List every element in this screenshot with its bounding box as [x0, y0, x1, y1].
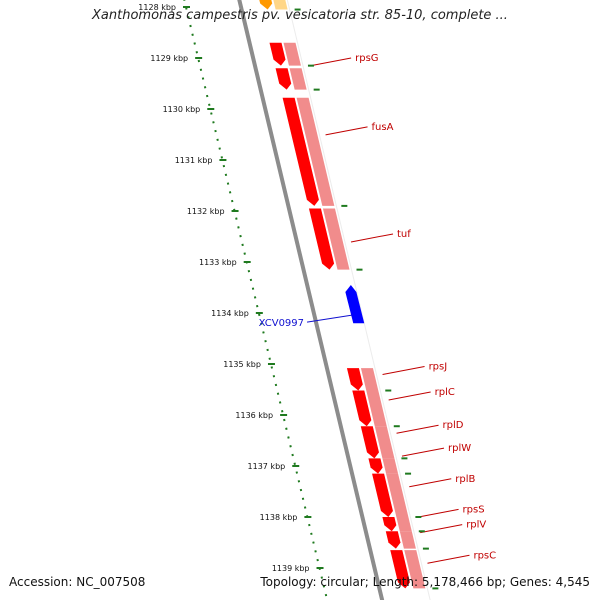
gene-label-tuf[interactable]: tuf	[397, 229, 411, 240]
gene-arrow-rplb[interactable]	[372, 473, 393, 517]
ruler-tick-label: 1136 kbp	[235, 411, 273, 420]
gene-shadow-rpld	[374, 426, 395, 459]
gene-label-rplb[interactable]: rplB	[455, 474, 475, 485]
gene-label-xcv0997[interactable]: XCV0997	[259, 318, 304, 329]
leader-line-rpsj	[382, 366, 425, 376]
gene-label-rpsc[interactable]: rpsC	[473, 550, 496, 561]
gene-arrow-rplw[interactable]	[368, 458, 383, 474]
ruler-dotted-line	[183, 0, 329, 600]
gene-shadow-tuf	[322, 208, 350, 270]
gene-label-rplw[interactable]: rplW	[448, 443, 471, 454]
leader-line-rplb	[409, 478, 452, 488]
gene-label-rpld[interactable]: rplD	[443, 420, 464, 431]
gene-label-rpss[interactable]: rpsS	[463, 504, 485, 515]
gene-shadow-rplw	[382, 458, 399, 474]
gene-arrow-rpld[interactable]	[360, 426, 379, 459]
ruler-tick-label: 1130 kbp	[163, 105, 201, 114]
gene-arrow-rplc[interactable]	[352, 390, 372, 427]
leader-line-tuf	[350, 233, 394, 243]
gene-shadow-rplc	[366, 390, 387, 427]
ruler-tick-label: 1133 kbp	[199, 258, 237, 267]
gene-arrow-tuf[interactable]	[308, 208, 335, 270]
ruler-tick-label: 1128 kbp	[138, 3, 176, 12]
gene-shadow-rpsg	[283, 42, 301, 66]
gene-arrow-xcv0997[interactable]	[345, 285, 365, 324]
gene-shadow-rpsc	[404, 550, 426, 589]
gene-label-rpsj[interactable]: rpsJ	[429, 362, 448, 373]
gene-arrow-rpsg[interactable]	[275, 68, 292, 90]
leader-line-fusa	[325, 126, 368, 136]
leader-line-rpss	[416, 508, 459, 518]
gene-label-fusa[interactable]: fusA	[372, 122, 394, 133]
genome-backbone	[237, 0, 385, 600]
lane-guide-outer	[286, 0, 431, 600]
leader-line-rplv	[420, 524, 463, 534]
gene-shadow-rplb	[386, 473, 409, 517]
leader-line-rpsc	[427, 554, 470, 564]
gene-arrow-fusa[interactable]	[282, 97, 319, 206]
gene-arrow-rplv[interactable]	[385, 531, 401, 549]
leader-line-rpld	[396, 424, 439, 434]
leader-line-rplc	[388, 391, 431, 401]
ruler-tick-label: 1138 kbp	[260, 513, 298, 522]
accession-text: Accession: NC_007508	[9, 575, 146, 589]
ruler-tick-label: 1132 kbp	[187, 207, 225, 216]
gene-arrow-rpsg[interactable]	[269, 42, 286, 66]
gene-shadow-rplv	[399, 531, 416, 549]
leader-line-rplw	[401, 447, 445, 457]
gene-arrow-rpss[interactable]	[382, 517, 397, 532]
leader-line-rpsg	[309, 57, 352, 67]
gene-arrow-rpsj[interactable]	[346, 368, 363, 391]
gene-arrow-unnamed[interactable]	[259, 0, 273, 10]
ruler-tick-label: 1129 kbp	[150, 54, 188, 63]
map-title: Xanthomonas campestris pv. vesicatoria s…	[92, 8, 508, 23]
gene-shadow-rpss	[396, 517, 412, 532]
ruler-tick-label: 1139 kbp	[272, 564, 310, 573]
genome-summary-text: Topology: circular; Length: 5,178,466 bp…	[260, 575, 590, 589]
ruler-tick-label: 1134 kbp	[211, 309, 249, 318]
gene-shadow-rpsj	[360, 368, 379, 391]
gene-label-rplv[interactable]: rplV	[466, 520, 486, 531]
ruler-tick-label: 1131 kbp	[175, 156, 213, 165]
gene-label-rpsg[interactable]: rpsG	[355, 53, 378, 64]
ruler-tick-label: 1137 kbp	[248, 462, 286, 471]
gene-shadow-unnamed	[273, 0, 288, 10]
gene-shadow-rpsg	[289, 68, 307, 90]
ruler-tick-label: 1135 kbp	[223, 360, 261, 369]
gene-arrow-rpsc[interactable]	[390, 550, 410, 589]
gene-label-rplc[interactable]: rplC	[435, 387, 455, 398]
leader-line-xcv0997	[306, 314, 353, 323]
gene-shadow-fusa	[296, 97, 335, 206]
